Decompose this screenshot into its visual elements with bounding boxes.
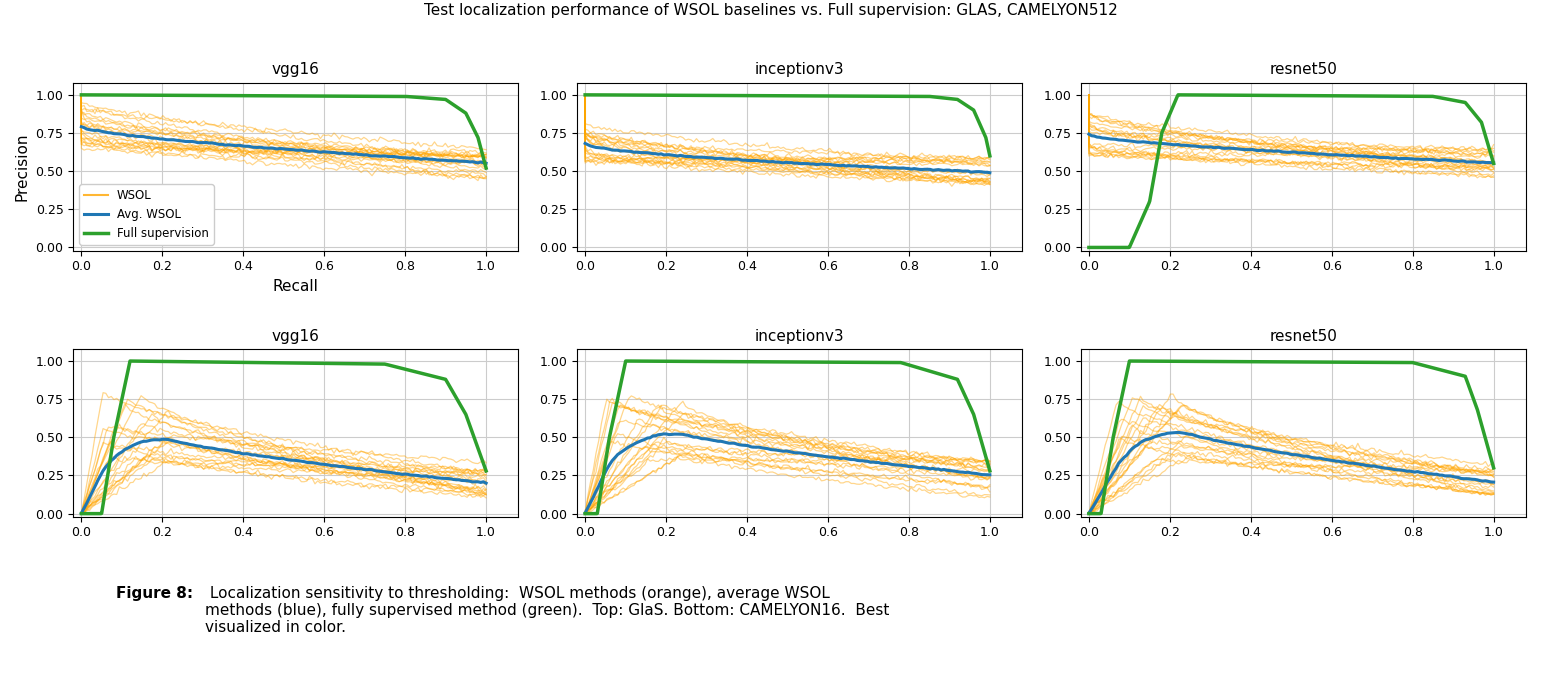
Legend: WSOL, Avg. WSOL, Full supervision: WSOL, Avg. WSOL, Full supervision bbox=[79, 184, 214, 245]
Y-axis label: Precision: Precision bbox=[15, 132, 29, 201]
Text: Localization sensitivity to thresholding:  WSOL methods (orange), average WSOL
m: Localization sensitivity to thresholding… bbox=[205, 586, 889, 635]
Title: vgg16: vgg16 bbox=[271, 328, 321, 344]
Title: vgg16: vgg16 bbox=[271, 62, 321, 78]
Title: resnet50: resnet50 bbox=[1270, 62, 1338, 78]
Title: resnet50: resnet50 bbox=[1270, 328, 1338, 344]
Title: inceptionv3: inceptionv3 bbox=[755, 328, 844, 344]
Text: Figure 8:: Figure 8: bbox=[116, 586, 193, 601]
Text: Test localization performance of WSOL baselines vs. Full supervision: GLAS, CAME: Test localization performance of WSOL ba… bbox=[424, 3, 1117, 19]
X-axis label: Recall: Recall bbox=[273, 279, 319, 294]
Title: inceptionv3: inceptionv3 bbox=[755, 62, 844, 78]
